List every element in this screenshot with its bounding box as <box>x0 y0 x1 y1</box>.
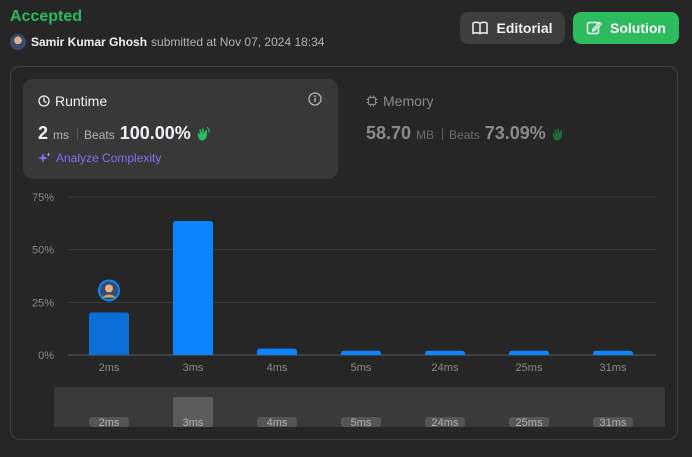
navigator-label-pill <box>341 417 381 427</box>
runtime-title-text: Runtime <box>55 93 108 109</box>
avatar-shoulders <box>102 294 116 298</box>
x-tick-label: 2ms <box>99 362 120 374</box>
editorial-label: Editorial <box>496 20 553 36</box>
clap-icon <box>552 127 562 141</box>
y-tick-label: 75% <box>32 192 54 204</box>
author-name[interactable]: Samir Kumar Ghosh <box>31 35 148 49</box>
clap-icon <box>197 126 211 141</box>
runtime-unit: ms <box>53 128 70 142</box>
chart-bar[interactable] <box>89 312 129 355</box>
divider <box>77 127 79 140</box>
runtime-metric: 2 ms Beats 100.00% <box>38 123 211 144</box>
avatar[interactable] <box>10 34 26 50</box>
chart-bar[interactable] <box>593 350 633 355</box>
memory-beats-label: Beats <box>449 128 480 142</box>
memory-value: 58.70 <box>366 123 412 143</box>
runtime-value: 2 <box>38 123 49 143</box>
submitter-info: Samir Kumar Ghosh submitted at Nov 07, 2… <box>10 34 324 50</box>
x-tick-label: 3ms <box>183 362 204 374</box>
avatar-face <box>105 284 113 293</box>
y-tick-label: 50% <box>32 245 54 257</box>
analyze-complexity-label: Analyze Complexity <box>56 151 162 165</box>
navigator-label: 31ms <box>600 417 627 429</box>
navigator-label: 5ms <box>351 417 372 429</box>
navigator-label: 24ms <box>432 417 459 429</box>
chart-bar[interactable] <box>341 350 381 355</box>
navigator-label-pill <box>425 417 465 427</box>
status-accepted: Accepted <box>10 8 83 25</box>
navigator-label: 25ms <box>516 417 543 429</box>
chart-bar[interactable] <box>425 350 465 355</box>
navigator-label-pill <box>257 417 297 427</box>
edit-icon <box>586 21 602 35</box>
navigator-label: 3ms <box>183 417 204 429</box>
navigator-label-pill <box>509 417 549 427</box>
memory-title: Memory <box>366 93 434 109</box>
editorial-button[interactable]: Editorial <box>460 12 565 44</box>
sparkle-icon <box>38 152 51 163</box>
navigator-label-pill <box>593 417 633 427</box>
memory-beats-percent: 73.09% <box>484 123 546 143</box>
chip-icon <box>366 95 378 107</box>
runtime-beats-percent: 100.00% <box>119 123 191 143</box>
analyze-complexity-link[interactable]: Analyze Complexity <box>38 151 161 165</box>
runtime-card[interactable]: Runtime 2 ms Beats 100.00% Analyze Compl… <box>23 79 338 179</box>
clock-icon <box>38 95 50 107</box>
memory-title-text: Memory <box>383 93 434 109</box>
divider <box>442 127 444 140</box>
y-tick-label: 0% <box>38 350 54 362</box>
chart-bar[interactable] <box>509 350 549 355</box>
chart-bar[interactable] <box>257 348 297 355</box>
solution-label: Solution <box>610 20 666 36</box>
submitted-time: submitted at Nov 07, 2024 18:34 <box>151 35 325 49</box>
x-tick-label: 31ms <box>600 362 627 374</box>
navigator-label-pill <box>89 417 129 427</box>
memory-metric: 58.70 MB Beats 73.09% <box>366 123 566 144</box>
memory-card[interactable]: Memory 58.70 MB Beats 73.09% <box>366 79 666 179</box>
x-tick-label: 24ms <box>432 362 459 374</box>
info-icon[interactable] <box>308 92 322 106</box>
memory-unit: MB <box>416 128 435 142</box>
chart-bar[interactable] <box>173 221 213 355</box>
navigator-label: 2ms <box>99 417 120 429</box>
navigator-bar <box>173 397 213 427</box>
navigator-label: 4ms <box>267 417 288 429</box>
x-tick-label: 4ms <box>267 362 288 374</box>
x-tick-label: 5ms <box>351 362 372 374</box>
book-icon <box>472 21 489 35</box>
solution-button[interactable]: Solution <box>573 12 679 44</box>
runtime-title: Runtime <box>38 93 107 109</box>
runtime-beats-label: Beats <box>84 128 115 142</box>
y-tick-label: 25% <box>32 297 54 309</box>
x-tick-label: 25ms <box>516 362 543 374</box>
